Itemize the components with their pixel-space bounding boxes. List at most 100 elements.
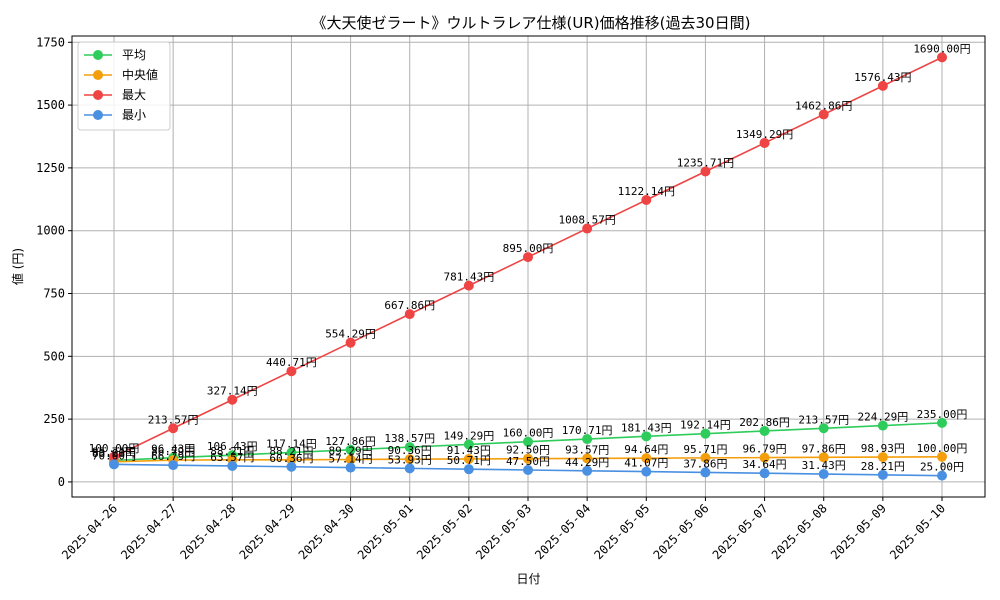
- data-label: 138.57円: [384, 432, 435, 445]
- x-tick-label: 2025-05-07: [710, 501, 771, 562]
- data-label: 96.79円: [743, 443, 787, 456]
- x-tick-label: 2025-05-01: [355, 501, 416, 562]
- data-label: 28.21円: [861, 460, 905, 473]
- data-label: 60.36円: [269, 452, 313, 465]
- data-point: [937, 417, 947, 428]
- data-label: 31.43円: [802, 459, 846, 472]
- data-point: [582, 453, 593, 464]
- x-tick-label: 2025-05-05: [591, 501, 652, 562]
- data-point: [345, 337, 356, 348]
- data-point: [877, 469, 888, 480]
- data-label: 667.86円: [384, 299, 435, 312]
- series-4: [109, 459, 947, 481]
- data-point: [937, 52, 947, 63]
- data-label: 192.14円: [680, 419, 731, 432]
- data-point: [759, 468, 770, 479]
- legend-swatch-marker: [93, 90, 103, 100]
- series-3: [109, 52, 947, 462]
- x-tick-label: 2025-04-29: [237, 501, 298, 562]
- legend-item: 平均: [84, 48, 146, 62]
- legend-item: 最小: [84, 108, 146, 122]
- data-label: 440.71円: [266, 356, 317, 369]
- data-point: [168, 423, 179, 434]
- data-label: 88.21円: [210, 445, 254, 458]
- data-label: 1122.14円: [618, 185, 675, 198]
- data-point: [937, 470, 947, 481]
- data-label: 66.79円: [151, 450, 195, 463]
- data-point: [877, 80, 888, 91]
- x-tick-label: 2025-05-02: [414, 501, 475, 562]
- data-label: 1576.43円: [854, 71, 911, 84]
- data-point: [877, 452, 888, 463]
- data-point: [818, 109, 829, 120]
- data-point: [937, 451, 947, 462]
- data-label: 327.14円: [207, 385, 258, 398]
- y-tick-label: 750: [43, 287, 65, 301]
- data-point: [523, 464, 533, 475]
- data-point: [818, 452, 829, 463]
- data-label: 57.14円: [329, 453, 373, 466]
- data-point: [463, 453, 474, 464]
- data-label: 88.21円: [269, 445, 313, 458]
- legend-label: 最小: [122, 108, 146, 122]
- y-tick-label: 500: [43, 349, 65, 363]
- x-tick-label: 2025-04-27: [118, 501, 179, 562]
- data-point: [700, 452, 711, 463]
- data-label: 53.93円: [388, 453, 432, 466]
- x-tick-label: 2025-05-03: [473, 501, 534, 562]
- data-label: 41.07円: [624, 457, 668, 470]
- data-label: 47.50円: [506, 455, 550, 468]
- data-point: [227, 394, 238, 405]
- data-point: [641, 466, 652, 477]
- series-1: [109, 417, 947, 466]
- data-point: [759, 137, 770, 148]
- legend-swatch-marker: [93, 50, 103, 60]
- legend-item: 最大: [84, 88, 146, 102]
- legend-box: [77, 41, 171, 131]
- data-point: [700, 166, 711, 177]
- data-label: 235.00円: [917, 408, 968, 421]
- data-label: 93.57円: [565, 443, 609, 456]
- data-label: 89.29円: [329, 444, 373, 457]
- data-label: 25.00円: [920, 461, 964, 474]
- y-tick-label: 1750: [36, 35, 65, 49]
- x-tick-label: 2025-05-04: [532, 501, 593, 562]
- data-label: 91.43円: [447, 444, 491, 457]
- data-point: [818, 469, 829, 480]
- data-point: [404, 463, 415, 474]
- data-label: 202.86円: [739, 416, 790, 429]
- data-label: 50.71円: [447, 454, 491, 467]
- chart-title: 《大天使ゼラート》ウルトラレア仕様(UR)価格推移(過去30日間): [312, 14, 751, 32]
- x-tick-label: 2025-05-08: [769, 501, 830, 562]
- data-point: [168, 460, 179, 471]
- data-label: 44.29円: [565, 456, 609, 469]
- data-label: 117.14円: [266, 437, 317, 450]
- x-axis-label: 日付: [516, 572, 540, 586]
- data-point: [463, 439, 474, 450]
- data-labels: 85.71円 96.43円 106.43円 117.14円 127.86円 138.57円…: [89, 42, 971, 473]
- data-label: 213.57円: [148, 413, 199, 426]
- data-label: 224.29円: [857, 411, 908, 424]
- legend-label: 最大: [122, 88, 146, 102]
- data-label: 213.57円: [798, 413, 849, 426]
- data-label: 100.00円: [89, 442, 140, 455]
- y-tick-label: 250: [43, 412, 65, 426]
- y-tick-label: 1000: [36, 224, 65, 238]
- data-label: 106.43円: [207, 440, 258, 453]
- data-label: 85.71円: [92, 445, 136, 458]
- data-label: 1349.29円: [736, 128, 793, 141]
- data-point: [345, 444, 356, 455]
- data-label: 895.00円: [503, 242, 554, 255]
- data-label: 1462.86円: [795, 99, 852, 112]
- x-tick-label: 2025-04-26: [59, 501, 120, 562]
- y-tick-label: 1250: [36, 161, 65, 175]
- data-point: [818, 423, 829, 434]
- data-point: [404, 442, 415, 453]
- series-layer: [109, 52, 947, 481]
- data-label: 127.86円: [325, 435, 376, 448]
- data-point: [582, 434, 593, 445]
- data-label: 95.71円: [683, 443, 727, 456]
- data-label: 92.50円: [506, 444, 550, 457]
- y-tick-label: 1500: [36, 98, 65, 112]
- x-tick-label: 2025-05-06: [651, 501, 712, 562]
